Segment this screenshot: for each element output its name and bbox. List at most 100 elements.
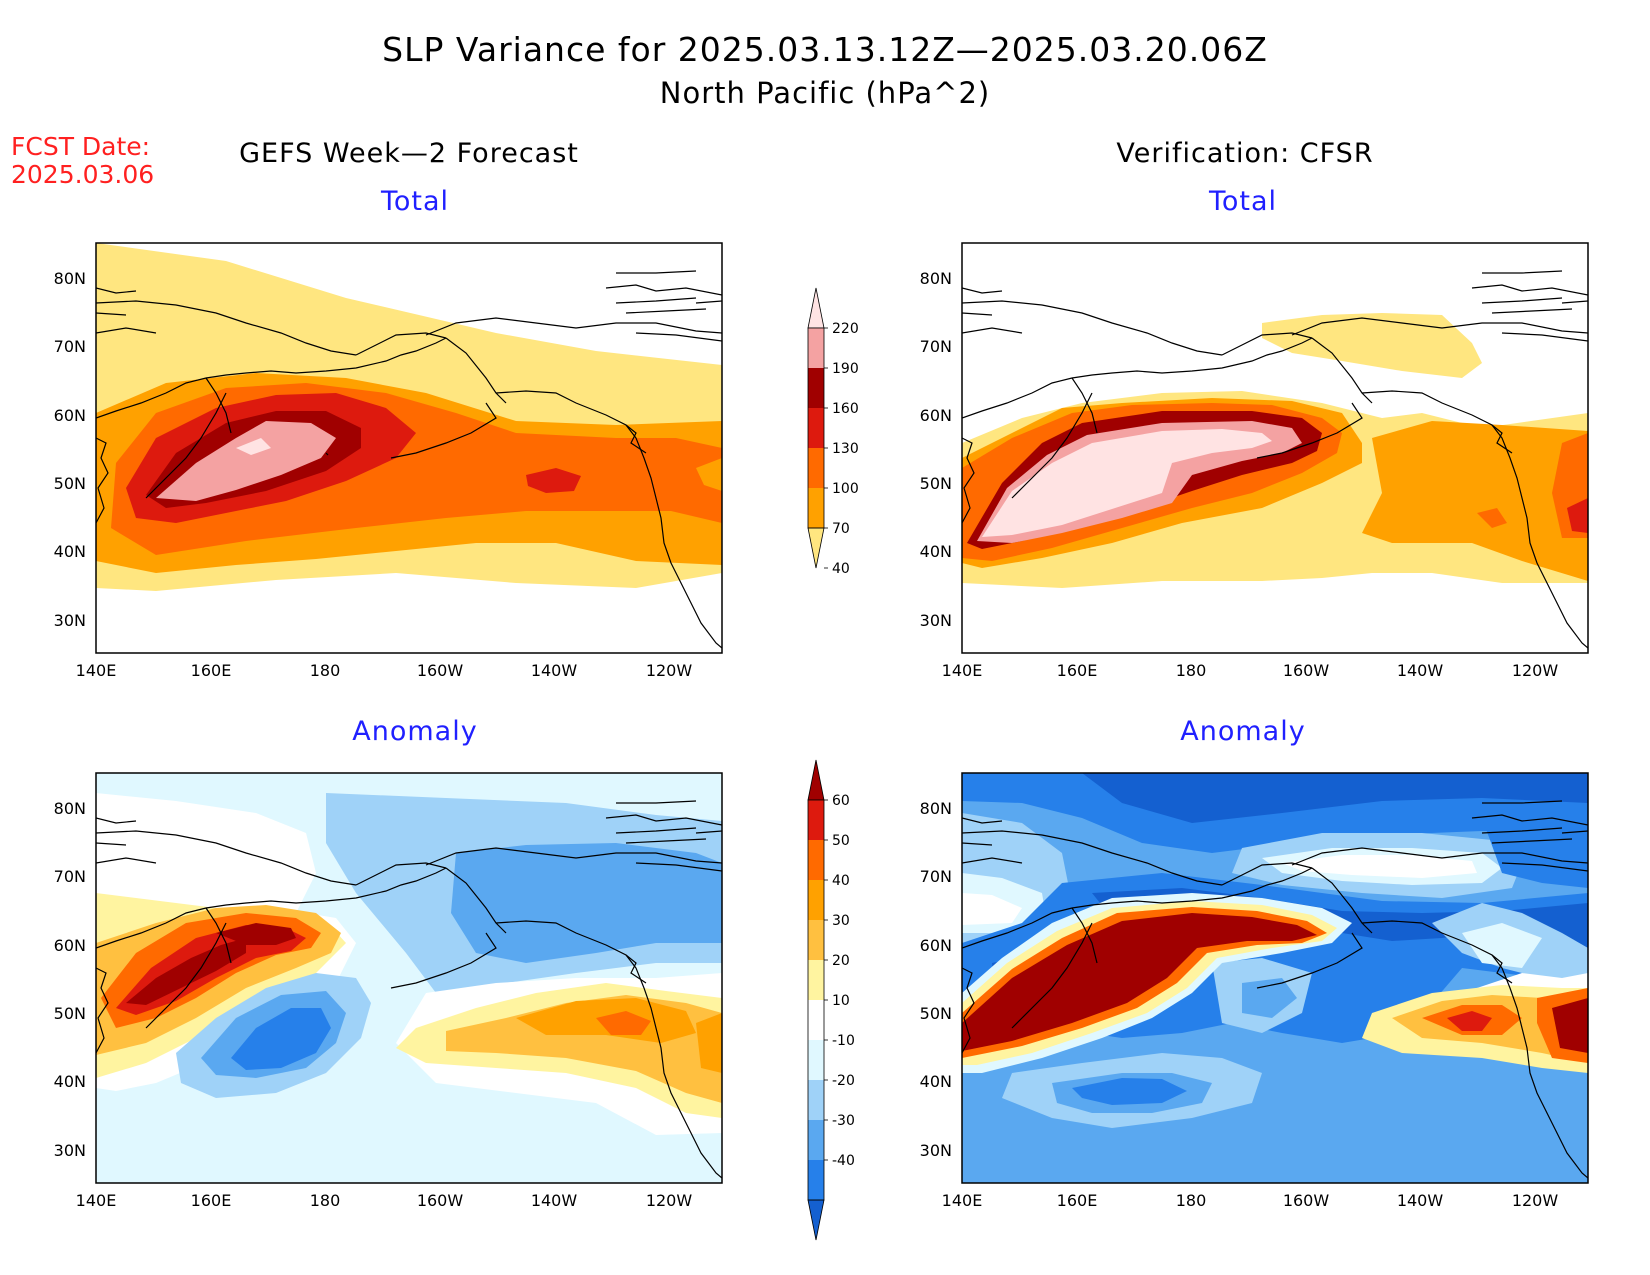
- lat-label: 70N: [920, 867, 952, 886]
- lon-label: 140W: [531, 1191, 578, 1210]
- lon-label: 140E: [76, 661, 117, 680]
- lon-label: 120W: [646, 1191, 693, 1210]
- panel-title-cfsr-anomaly: Anomaly: [1180, 716, 1306, 747]
- lat-label: 80N: [54, 799, 86, 818]
- colorbar-total-swatch: [808, 408, 824, 448]
- colorbar-total-tick-label: 160: [832, 401, 859, 417]
- colorbar-anomaly-tick-label: 10: [832, 993, 850, 1009]
- colorbar-total-swatch: [808, 448, 824, 488]
- lon-label: 180: [1176, 1191, 1207, 1210]
- lat-label: 70N: [54, 337, 86, 356]
- lon-label: 140E: [942, 1191, 983, 1210]
- colorbar-total-tick-label: 220: [832, 321, 859, 337]
- lon-label: 160E: [191, 661, 232, 680]
- lon-label: 160E: [1057, 661, 1098, 680]
- panel-title-gefs-anomaly: Anomaly: [352, 716, 478, 747]
- colorbar-total-tick-label: 190: [832, 361, 859, 377]
- lon-label: 140W: [1397, 1191, 1444, 1210]
- colorbar-total: 220 190 160 130 100 70 40: [807, 287, 859, 577]
- colorbar-anomaly-tick-label: 20: [832, 953, 850, 969]
- colorbar-total-tick-label: 40: [832, 561, 850, 577]
- panel-title-cfsr-total: Total: [1208, 186, 1278, 217]
- colorbar-anomaly-tick-label: 30: [832, 913, 850, 929]
- lat-label: 60N: [54, 936, 86, 955]
- colorbar-anomaly-swatch: [808, 1040, 824, 1080]
- lat-label: 30N: [920, 1141, 952, 1160]
- colorbar-total-bottom-triangle: [807, 527, 825, 569]
- colorbar-total-swatch: [808, 368, 824, 408]
- colorbar-total-tick-label: 70: [832, 521, 850, 537]
- lat-label: 30N: [54, 611, 86, 630]
- lat-label: 30N: [54, 1141, 86, 1160]
- lat-label: 50N: [920, 1004, 952, 1023]
- lat-label: 40N: [54, 1072, 86, 1091]
- map-panel-gefs-total: [95, 242, 723, 654]
- colorbar-anomaly-tick-label: 50: [832, 833, 850, 849]
- lat-label: 80N: [920, 799, 952, 818]
- colorbar-total-swatch: [808, 328, 824, 368]
- colorbar-anomaly-tick-label: -30: [832, 1113, 855, 1129]
- colorbar-anomaly-top-triangle: [807, 759, 825, 801]
- lat-label: 60N: [54, 406, 86, 425]
- axis-labels-cfsr-total: 140E 160E 180 160W 140W 120W 80N 70N 60N…: [920, 269, 1559, 680]
- colorbar-total-outline: [807, 327, 825, 529]
- colorbar-anomaly-swatch: [808, 960, 824, 1000]
- lon-label: 120W: [1512, 1191, 1559, 1210]
- figure-subtitle: North Pacific (hPa^2): [659, 76, 991, 110]
- panel-title-gefs-total: Total: [380, 186, 450, 217]
- lat-label: 60N: [920, 406, 952, 425]
- lat-label: 30N: [920, 611, 952, 630]
- colorbar-anomaly-swatch: [808, 1160, 824, 1200]
- lon-label: 120W: [646, 661, 693, 680]
- colorbar-anomaly-bottom-triangle: [807, 1199, 825, 1241]
- axis-labels-gefs-total: 140E 160E 180 160W 140W 120W 80N 70N 60N…: [54, 269, 693, 680]
- lat-label: 50N: [54, 1004, 86, 1023]
- lon-label: 140W: [1397, 661, 1444, 680]
- lat-label: 70N: [920, 337, 952, 356]
- colorbar-total-swatch: [808, 488, 824, 528]
- lat-label: 60N: [920, 936, 952, 955]
- lon-label: 160W: [417, 661, 464, 680]
- colorbar-anomaly-swatch: [808, 1080, 824, 1120]
- map-panel-cfsr-total: [961, 242, 1589, 654]
- colorbar-anomaly-swatch: [808, 840, 824, 880]
- map-panel-cfsr-anomaly: [961, 772, 1589, 1184]
- lon-label: 120W: [1512, 661, 1559, 680]
- figure-title: SLP Variance for 2025.03.13.12Z—2025.03.…: [382, 30, 1268, 69]
- colorbar-anomaly-swatch: [808, 920, 824, 960]
- colorbar-total-tick-label: 100: [832, 481, 859, 497]
- lon-label: 160W: [1283, 661, 1330, 680]
- axis-labels-cfsr-anomaly: 140E 160E 180 160W 140W 120W 80N 70N 60N…: [920, 799, 1559, 1210]
- colorbar-anomaly: 60 50 40 30 20 10 -10 -20 -30 -40: [807, 759, 855, 1241]
- lat-label: 40N: [54, 542, 86, 561]
- right-column-title: Verification: CFSR: [1116, 138, 1374, 169]
- lon-label: 140E: [76, 1191, 117, 1210]
- colorbar-anomaly-swatch: [808, 800, 824, 840]
- colorbar-total-top-triangle: [807, 287, 825, 329]
- colorbar-anomaly-swatch: [808, 1120, 824, 1160]
- lat-label: 80N: [54, 269, 86, 288]
- left-column-title: GEFS Week—2 Forecast: [239, 138, 579, 169]
- colorbar-anomaly-tick-label: 40: [832, 873, 850, 889]
- colorbar-total-tick-label: 130: [832, 441, 859, 457]
- lat-label: 50N: [920, 474, 952, 493]
- lat-label: 40N: [920, 542, 952, 561]
- colorbar-anomaly-tick-label: -40: [832, 1153, 855, 1169]
- lon-label: 140W: [531, 661, 578, 680]
- lon-label: 160E: [1057, 1191, 1098, 1210]
- colorbar-anomaly-swatch: [808, 880, 824, 920]
- colorbar-anomaly-tick-label: -10: [832, 1033, 855, 1049]
- lat-label: 50N: [54, 474, 86, 493]
- lat-label: 70N: [54, 867, 86, 886]
- colorbar-anomaly-tick-label: 60: [832, 793, 850, 809]
- lat-label: 80N: [920, 269, 952, 288]
- colorbar-anomaly-tick-label: -20: [832, 1073, 855, 1089]
- axis-labels-gefs-anomaly: 140E 160E 180 160W 140W 120W 80N 70N 60N…: [54, 799, 693, 1210]
- lon-label: 140E: [942, 661, 983, 680]
- lon-label: 160W: [417, 1191, 464, 1210]
- lon-label: 180: [310, 661, 341, 680]
- lon-label: 160E: [191, 1191, 232, 1210]
- fcst-date-label: FCST Date:: [11, 132, 151, 161]
- lon-label: 180: [1176, 661, 1207, 680]
